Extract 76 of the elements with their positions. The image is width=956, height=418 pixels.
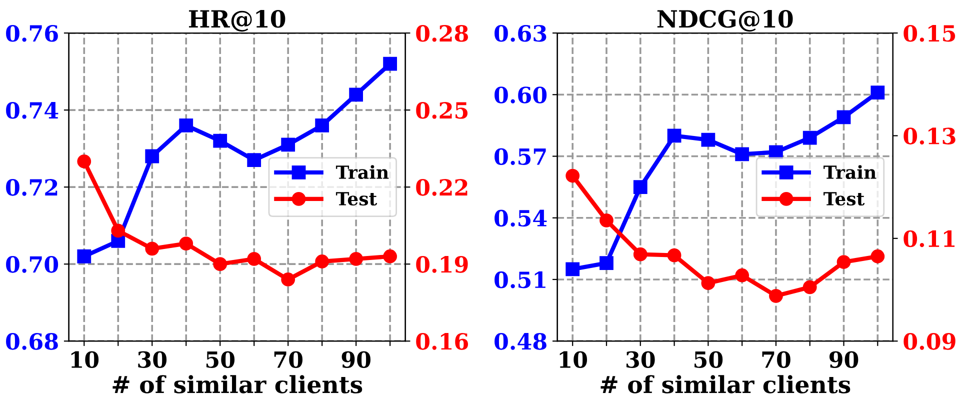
- y-tick-label: 0.51: [494, 271, 546, 288]
- x-tick-label: 90: [342, 351, 370, 368]
- point: [633, 180, 648, 194]
- point: [179, 236, 194, 250]
- point: [836, 255, 851, 269]
- chart-title: NDCG@10: [657, 10, 793, 32]
- y2-tick-label: 0.25: [416, 102, 468, 119]
- point: [667, 128, 682, 143]
- point: [802, 280, 817, 294]
- point: [281, 138, 296, 152]
- point: [349, 88, 363, 102]
- x-tick-label: 50: [206, 351, 235, 368]
- point: [383, 249, 397, 264]
- x-tick-label: 30: [626, 351, 655, 368]
- point: [179, 118, 194, 132]
- point: [836, 110, 851, 124]
- point: [111, 224, 126, 238]
- legend-label: Test: [336, 192, 378, 206]
- y-tick-label: 0.60: [494, 86, 547, 104]
- point: [349, 252, 363, 266]
- x-tick-label: 30: [138, 351, 167, 368]
- y2-tick-label: 0.22: [416, 179, 468, 196]
- point: [145, 149, 160, 164]
- point: [600, 256, 614, 270]
- x-tick-label: 90: [830, 351, 858, 368]
- y2-tick-label: 0.28: [416, 24, 468, 42]
- point: [77, 154, 92, 168]
- point: [247, 252, 262, 266]
- point: [247, 153, 262, 168]
- point: [735, 147, 750, 162]
- y-tick-label: 0.70: [6, 256, 58, 273]
- point: [633, 247, 648, 262]
- legend-label: Train: [824, 165, 876, 180]
- legend-label: Test: [824, 192, 865, 206]
- y-tick-label: 0.48: [494, 333, 546, 350]
- y2-tick-label: 0.19: [416, 256, 468, 273]
- x-tick-label: 70: [274, 351, 302, 368]
- point: [566, 262, 580, 276]
- point: [735, 268, 750, 282]
- point: [802, 130, 817, 145]
- point: [315, 254, 330, 268]
- point: [213, 134, 228, 148]
- y-tick-label: 0.68: [6, 333, 58, 350]
- point: [667, 248, 682, 262]
- y-tick-label: 0.63: [494, 24, 546, 42]
- point: [383, 56, 397, 71]
- y-tick-label: 0.76: [6, 24, 58, 42]
- point: [77, 249, 92, 264]
- point: [213, 257, 228, 272]
- y2-tick-label: 0.15: [904, 24, 956, 42]
- point: [701, 276, 716, 290]
- chart-title: HR@10: [188, 10, 286, 32]
- y-tick-label: 0.74: [6, 102, 58, 119]
- point: [701, 132, 716, 147]
- y-tick-label: 0.57: [494, 148, 546, 166]
- point: [870, 86, 885, 100]
- y-tick-label: 0.54: [494, 210, 547, 227]
- point: [769, 288, 783, 303]
- y2-tick-label: 0.13: [904, 128, 956, 144]
- y2-tick-label: 0.16: [416, 333, 468, 350]
- point: [145, 242, 160, 256]
- point: [566, 168, 580, 183]
- y-tick-label: 0.72: [6, 179, 58, 196]
- x-tick-label: 10: [71, 351, 99, 368]
- x-axis-title: # of similar clients: [112, 375, 362, 394]
- point: [281, 272, 296, 286]
- y2-tick-label: 0.09: [904, 333, 956, 350]
- x-tick-label: 50: [694, 351, 723, 368]
- legend-label: Train: [336, 165, 389, 180]
- y2-tick-label: 0.11: [904, 230, 955, 248]
- x-axis-title: # of similar clients: [600, 375, 850, 394]
- point: [315, 118, 330, 132]
- point: [870, 249, 885, 264]
- point: [600, 213, 614, 228]
- x-tick-label: 10: [560, 351, 588, 368]
- x-tick-label: 70: [762, 351, 790, 368]
